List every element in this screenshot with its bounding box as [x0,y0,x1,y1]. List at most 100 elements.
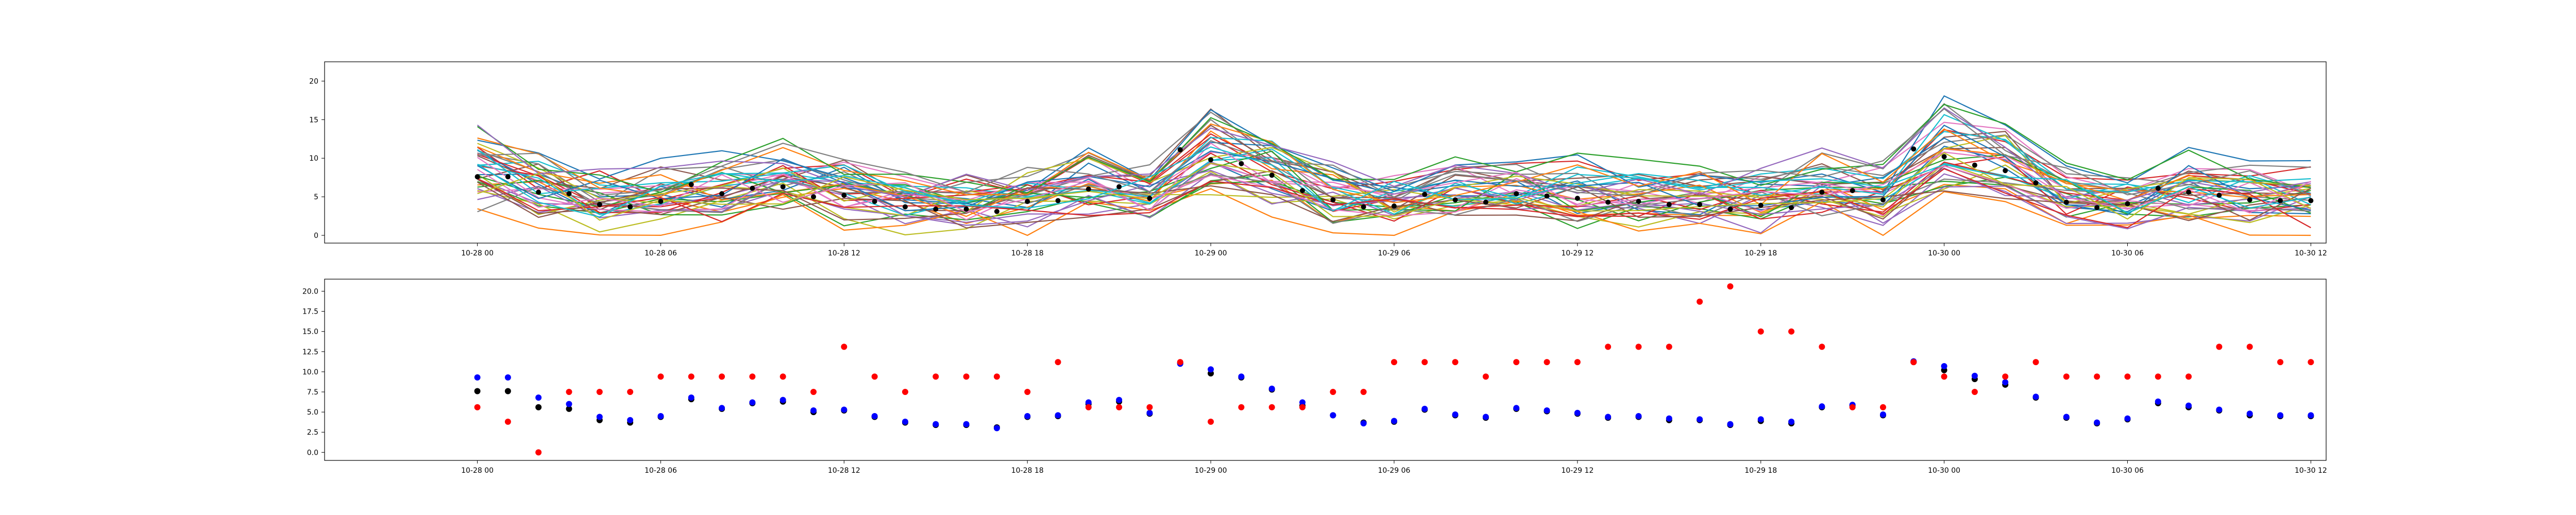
bottom-x-tick-label-9: 10-30 06 [2111,467,2144,475]
scatter-point-s1-22 [1146,409,1153,416]
scatter-point-s1-54 [2124,415,2131,422]
scatter-point-s1-55 [2155,398,2161,405]
top-dot-46 [1880,197,1886,203]
top-dot-4 [597,202,602,208]
scatter-point-s1-40 [1697,416,1703,423]
top-dot-48 [1941,154,1947,160]
scatter-point-s2-56 [2185,373,2192,380]
scatter-point-s1-4 [596,414,603,420]
scatter-point-s1-1 [504,374,511,381]
top-dot-27 [1300,188,1306,194]
scatter-point-s2-31 [1421,359,1428,366]
bottom-y-tick-label-5: 12.5 [302,348,318,356]
scatter-point-s2-20 [1085,404,1092,410]
scatter-point-s1-24 [1208,366,1214,373]
bottom-x-tick-label-3: 10-28 18 [1011,467,1044,475]
top-dot-19 [1055,198,1061,203]
scatter-point-s1-12 [841,406,848,413]
scatter-point-s2-25 [1238,404,1245,410]
scatter-point-s1-7 [688,394,694,401]
scatter-point-s2-48 [1941,373,1947,380]
scatter-point-s2-28 [1330,389,1336,396]
scatter-point-s2-7 [688,373,694,380]
ensemble-line-38 [477,152,2311,221]
top-dot-30 [1391,203,1397,209]
scatter-point-s2-4 [596,389,603,396]
scatter-point-s1-32 [1452,411,1459,418]
bottom-y-tick-label-2: 5.0 [307,408,318,417]
bottom-x-tick-label-8: 10-30 00 [1928,467,1960,475]
scatter-point-s1-10 [779,397,786,403]
bottom-y-tick-label-0: 0.0 [307,449,318,457]
scatter-point-s2-15 [933,373,939,380]
top-dot-14 [902,204,908,210]
bottom-x-tick-label-5: 10-29 06 [1378,467,1410,475]
ensemble-line-27 [477,174,2311,224]
top-dot-32 [1452,197,1458,203]
top-dot-60 [2308,198,2314,203]
scatter-point-s1-58 [2246,410,2253,417]
scatter-point-s1-5 [627,417,634,423]
top-x-tick-label-6: 10-29 12 [1561,249,1594,258]
top-x-tick-label-7: 10-29 18 [1744,249,1777,258]
top-dot-40 [1697,202,1703,208]
top-dot-33 [1483,199,1488,205]
top-dot-8 [719,191,725,197]
scatter-point-s2-60 [2308,359,2314,366]
top-dot-49 [1972,162,1977,168]
scatter-point-s2-10 [779,373,786,380]
top-dot-31 [1422,192,1428,197]
ensemble-line-37 [477,108,2311,198]
scatter-point-s1-51 [2032,393,2039,400]
bottom-x-axis: 10-28 00 10-28 06 10-28 12 10-28 18 10-29 00… [461,460,2327,475]
scatter-point-s1-50 [2002,379,2009,386]
ensemble-member-lines [477,95,2311,236]
scatter-point-s2-21 [1116,404,1123,410]
scatter-point-s2-13 [871,373,878,380]
top-dot-12 [841,193,847,198]
scatter-point-s1-13 [871,413,878,419]
scatter-point-s2-1 [504,418,511,425]
bottom-x-tick-label-2: 10-28 12 [828,467,860,475]
scatter-point-s2-16 [963,373,970,380]
scatter-point-s2-45 [1849,404,1856,410]
top-dot-29 [1361,204,1366,210]
scatter-point-s2-53 [2094,373,2100,380]
ensemble-line-31 [477,123,2311,205]
ensemble-line-8 [477,164,2311,236]
scatter-point-s2-40 [1697,298,1703,305]
scatter-point-s2-34 [1513,359,1520,366]
top-dot-42 [1758,202,1764,208]
scatter-point-s1-30 [1391,418,1397,424]
top-x-tick-label-9: 10-30 06 [2111,249,2144,258]
top-x-tick-label-1: 10-28 06 [645,249,677,258]
scatter-point-s2-54 [2124,373,2131,380]
top-x-tick-label-3: 10-28 18 [1011,249,1044,258]
bottom-y-tick-label-4: 10.0 [302,368,318,376]
scatter-point-s1-28 [1330,412,1336,419]
scatter-point-s1-6 [657,413,664,419]
scatter-point-s2-12 [841,344,848,350]
bottom-scatter-chart: 10-28 00 10-28 06 10-28 12 10-28 18 10-29 00… [302,279,2327,475]
scatter-point-s1-38 [1635,413,1642,419]
scatter-point-s2-47 [1910,359,1917,366]
scatter-point-s2-52 [2063,373,2070,380]
scatter-point-s2-5 [627,389,634,396]
scatter-point-s2-36 [1574,359,1581,366]
top-dot-47 [1911,146,1917,152]
top-dot-2 [536,190,541,195]
scatter-point-s1-37 [1605,414,1612,420]
bottom-x-tick-label-10: 10-30 12 [2295,467,2327,475]
scatter-point-s0-3 [566,405,572,412]
scatter-point-s0-1 [504,388,511,394]
top-x-tick-label-0: 10-28 00 [461,249,494,258]
scatter-point-s2-46 [1879,404,1886,410]
top-dot-28 [1330,197,1336,203]
black-dot-series [474,146,2314,214]
scatter-point-s1-59 [2277,412,2284,419]
top-x-tick-label-10: 10-30 12 [2295,249,2327,258]
top-dot-1 [505,174,511,180]
bottom-x-tick-label-4: 10-29 00 [1195,467,1227,475]
scatter-point-s2-55 [2155,373,2161,380]
scatter-point-s2-22 [1146,404,1153,410]
